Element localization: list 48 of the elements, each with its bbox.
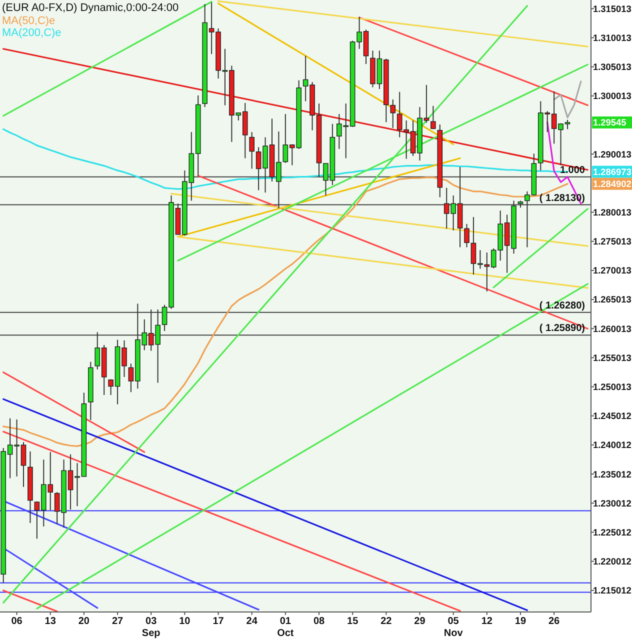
x-tick-label: 22 [380, 616, 392, 627]
y-tick-label: 1.265013 [593, 294, 632, 305]
x-tick-label: 29 [414, 616, 426, 627]
x-tick-label: 03 Sep [142, 616, 160, 639]
y-tick-label: 1.260013 [593, 324, 632, 334]
x-tick-label: 06 [11, 616, 23, 627]
x-tick-label: 08 [313, 616, 326, 627]
y-tick-label: 1.305013 [593, 62, 632, 72]
ref-line-label: ( 1.25890) [539, 323, 585, 334]
y-tick-label: 1.240012 [593, 440, 632, 450]
y-tick-label: 1.245012 [593, 411, 632, 422]
candlestick [464, 223, 470, 248]
y-tick-label: 1.255013 [593, 352, 632, 363]
y-tick-label: 1.250013 [593, 382, 632, 392]
y-tick-label: 1.220012 [593, 556, 632, 567]
chart-title: (EUR A0-FX,D) Dynamic,0:00-24:00 [2, 2, 179, 14]
x-tick-label: 26 [548, 616, 560, 627]
x-tick-label: 10 [179, 616, 191, 627]
candlestick [249, 132, 254, 170]
candlestick [390, 98, 396, 128]
y-tick-label: 1.280013 [593, 207, 632, 218]
x-tick-label: 20 [78, 616, 90, 627]
candlestick [430, 105, 436, 130]
x-tick-label: 19 [514, 616, 526, 627]
y-tick-label: 1.310013 [593, 32, 632, 43]
y-tick-label: 1.270013 [593, 266, 632, 276]
y-tick-label: 1.300013 [593, 91, 632, 102]
annotation: 1.284902 [593, 179, 632, 190]
text: MA(50,C)e [2, 15, 56, 27]
x-tick-label: 13 [44, 616, 56, 627]
y-tick-label: 1.315013 [593, 4, 632, 14]
x-tick-label: 12 [481, 616, 493, 627]
y-tick-label: 1.230012 [593, 498, 632, 508]
x-tick-label: 01 Oct [277, 616, 294, 639]
y-tick-label: 1.290013 [593, 149, 632, 160]
y-tick-label: 1.275013 [593, 236, 632, 247]
x-tick-label: 17 [212, 616, 224, 627]
x-tick-label: 27 [112, 616, 124, 627]
x-tick-label: 15 [347, 616, 359, 627]
y-tick-label: 1.215012 [593, 586, 632, 596]
text: 1.29545 [593, 118, 626, 128]
y-tick-label: 1.225012 [593, 527, 632, 538]
y-tick-label: 1.235012 [593, 469, 632, 480]
annotation: 1.286973 [593, 166, 632, 177]
text: MA(200,C)e [2, 27, 62, 39]
x-tick-label: 24 [246, 616, 258, 627]
line-series [553, 80, 582, 118]
x-tick-label: 05 Nov [444, 616, 464, 639]
